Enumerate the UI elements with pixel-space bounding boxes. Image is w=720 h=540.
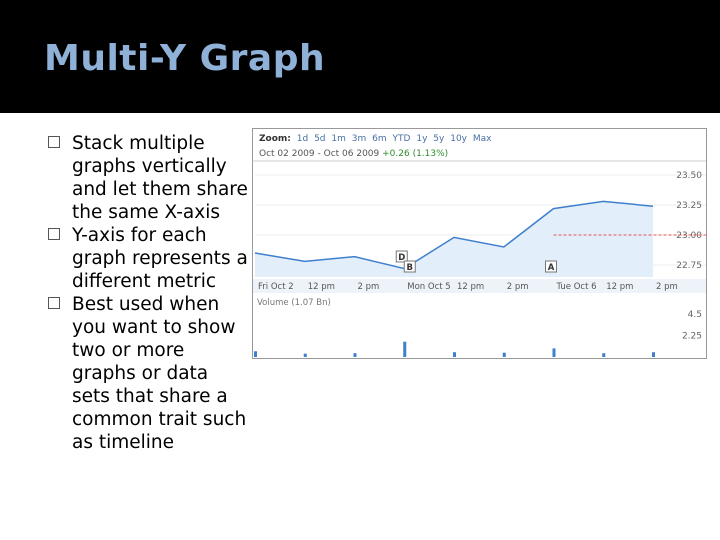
bullet-item: Best used when you want to show two or m… xyxy=(48,293,248,454)
price-change: +0.26 (1.13%) xyxy=(382,149,449,159)
zoom-controls: Zoom: 1d 5d 1m 3m 6m YTD 1y 5y 10y Max xyxy=(259,134,494,144)
time-axis: Fri Oct 2 12 pm 2 pm Mon Oct 5 12 pm 2 pm Tue … xyxy=(258,282,678,292)
volume-bar xyxy=(502,352,506,357)
date-range-text: Oct 02 2009 - Oct 06 2009 xyxy=(259,149,380,159)
volume-bar xyxy=(652,352,655,357)
event-marker-box[interactable] xyxy=(403,260,416,273)
volume-bar xyxy=(552,348,556,357)
zoom-option-1m[interactable]: 1m xyxy=(331,134,346,144)
event-markers: DB A xyxy=(395,250,557,273)
event-marker-label: D xyxy=(398,253,405,263)
volume-tick-label: 2.25 xyxy=(682,332,702,342)
price-tick-label: 23.50 xyxy=(676,171,702,181)
title-bar: Multi-Y Graph xyxy=(0,0,720,113)
zoom-label: Zoom: xyxy=(259,134,291,144)
chart-canvas: 23.50 23.25 23.00 22.75 DB A Fri Oct 2 12 pm 2… xyxy=(253,160,706,357)
volume-axis: 4.5 2.25 xyxy=(682,310,702,342)
zoom-option-1d[interactable]: 1d xyxy=(296,134,309,144)
event-marker-box[interactable] xyxy=(395,250,408,263)
checkbox-bullet-icon xyxy=(48,136,60,148)
zoom-option-6m[interactable]: 6m xyxy=(372,134,387,144)
price-area xyxy=(255,201,653,277)
time-tick-label: 2 pm xyxy=(358,282,380,292)
price-tick-label: 23.00 xyxy=(676,231,702,241)
zoom-option-3m[interactable]: 3m xyxy=(351,134,367,144)
volume-label: Volume (1.07 Bn) xyxy=(257,298,331,308)
time-tick-label: 2 pm xyxy=(656,282,678,292)
volume-bar xyxy=(353,353,357,357)
volume-bar xyxy=(403,341,407,357)
checkbox-bullet-icon xyxy=(48,297,60,309)
time-tick-label: 12 pm xyxy=(606,282,633,292)
time-tick-label: 12 pm xyxy=(457,282,484,292)
zoom-option-max[interactable]: Max xyxy=(472,134,492,144)
bullet-text: Y-axis for each graph represents a diffe… xyxy=(72,225,248,292)
event-marker-label: B xyxy=(407,263,413,273)
bullet-list: Stack multiple graphs vertically and let… xyxy=(48,132,248,454)
volume-bar xyxy=(602,353,606,357)
time-tick-label: Fri Oct 2 xyxy=(258,282,294,292)
volume-bar xyxy=(303,353,307,357)
bullet-text: Best used when you want to show two or m… xyxy=(72,294,247,453)
volume-bar xyxy=(254,351,257,357)
event-marker-box[interactable] xyxy=(545,260,557,273)
slide-title: Multi-Y Graph xyxy=(44,38,326,79)
volume-bars xyxy=(254,341,655,357)
zoom-option-10y[interactable]: 10y xyxy=(450,134,467,144)
date-range: Oct 02 2009 - Oct 06 2009 +0.26 (1.13%) xyxy=(259,149,448,159)
price-tick-label: 23.25 xyxy=(676,201,702,211)
stock-chart: Zoom: 1d 5d 1m 3m 6m YTD 1y 5y 10y Max O… xyxy=(252,128,707,359)
bullet-text: Stack multiple graphs vertically and let… xyxy=(72,133,248,223)
zoom-option-ytd[interactable]: YTD xyxy=(392,134,411,144)
price-axis: 23.50 23.25 23.00 22.75 xyxy=(676,171,702,271)
checkbox-bullet-icon xyxy=(48,228,60,240)
event-marker-label: A xyxy=(548,263,555,273)
time-tick-label: Mon Oct 5 xyxy=(407,282,450,292)
zoom-option-5d[interactable]: 5d xyxy=(314,134,326,144)
time-tick-label: Tue Oct 6 xyxy=(556,282,597,292)
bullet-item: Y-axis for each graph represents a diffe… xyxy=(48,224,248,293)
volume-tick-label: 4.5 xyxy=(688,310,702,320)
price-tick-label: 22.75 xyxy=(676,261,702,271)
zoom-option-1y[interactable]: 1y xyxy=(416,134,428,144)
price-line xyxy=(254,200,654,270)
time-tick-label: 2 pm xyxy=(507,282,529,292)
zoom-option-5y[interactable]: 5y xyxy=(433,134,445,144)
time-tick-label: 12 pm xyxy=(308,282,335,292)
time-axis-band xyxy=(253,279,706,293)
bullet-item: Stack multiple graphs vertically and let… xyxy=(48,132,248,224)
volume-bar xyxy=(453,352,456,357)
